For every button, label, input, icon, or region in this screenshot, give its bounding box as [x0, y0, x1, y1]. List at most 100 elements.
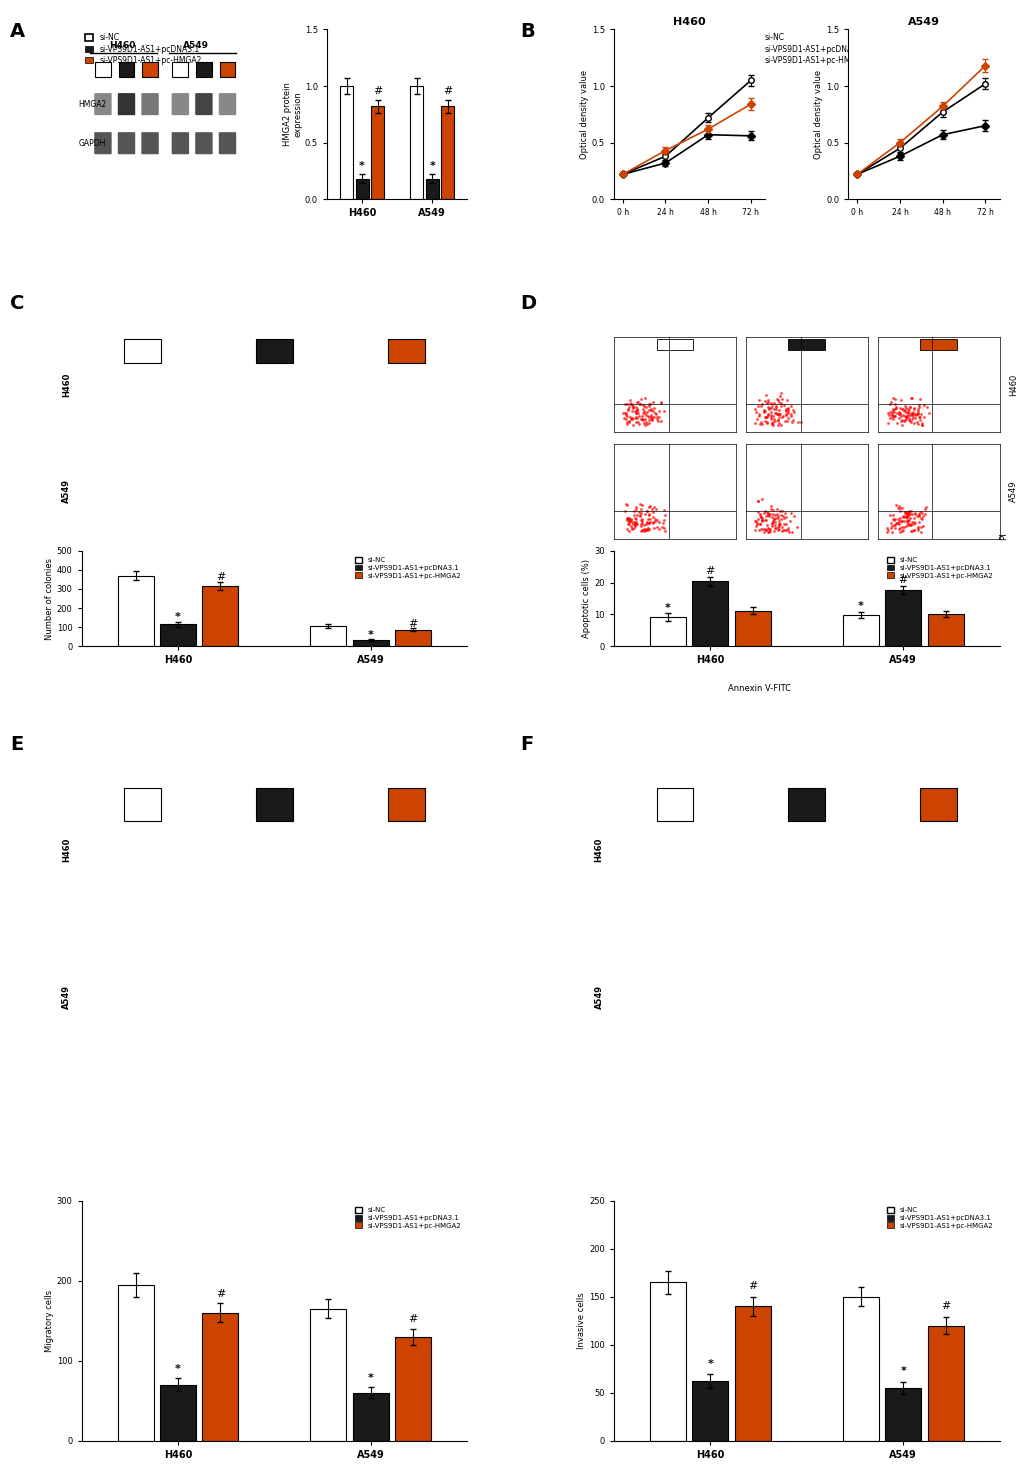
- Point: [637, 501, 653, 525]
- Point: [901, 512, 917, 535]
- Point: [636, 519, 652, 542]
- FancyBboxPatch shape: [117, 132, 136, 154]
- Point: [777, 517, 794, 541]
- Point: [628, 495, 644, 519]
- FancyBboxPatch shape: [656, 338, 693, 350]
- Point: [642, 403, 658, 426]
- Point: [752, 410, 768, 434]
- Point: [894, 497, 910, 520]
- Point: [621, 507, 637, 531]
- Point: [628, 497, 644, 520]
- Point: [881, 503, 898, 526]
- Bar: [160, 625, 196, 647]
- Point: [909, 517, 925, 541]
- Point: [890, 401, 906, 425]
- Point: [637, 513, 653, 537]
- Point: [775, 501, 792, 525]
- Point: [766, 409, 783, 432]
- Bar: [842, 1297, 878, 1441]
- Point: [626, 514, 642, 538]
- Point: [891, 498, 907, 522]
- Point: [749, 394, 765, 417]
- Point: [624, 406, 640, 429]
- Point: [629, 398, 645, 422]
- Point: [766, 401, 783, 425]
- Point: [904, 403, 920, 426]
- Point: [755, 520, 771, 544]
- Point: [897, 395, 913, 419]
- Point: [647, 509, 663, 532]
- Point: [886, 404, 902, 428]
- Point: [648, 514, 664, 538]
- Point: [770, 512, 787, 535]
- FancyBboxPatch shape: [788, 338, 824, 350]
- Point: [615, 406, 632, 429]
- Point: [621, 512, 637, 535]
- Point: [626, 500, 642, 523]
- Point: [759, 388, 775, 412]
- Point: [747, 514, 763, 538]
- Point: [915, 406, 931, 429]
- Title: A549: A549: [907, 18, 940, 28]
- Bar: [884, 1388, 920, 1441]
- Legend: si-NC, si-VPS9D1-AS1+pcDNA3.1, si-VPS9D1-AS1+pc-HMGA2: si-NC, si-VPS9D1-AS1+pcDNA3.1, si-VPS9D1…: [352, 554, 464, 581]
- Point: [628, 395, 644, 419]
- Point: [895, 410, 911, 434]
- Point: [896, 409, 912, 432]
- Bar: [160, 1385, 196, 1441]
- Point: [762, 512, 779, 535]
- Point: [756, 398, 772, 422]
- Point: [639, 500, 655, 523]
- Point: [769, 507, 786, 531]
- Point: [624, 510, 640, 534]
- Point: [625, 512, 641, 535]
- Text: H460: H460: [594, 838, 603, 863]
- FancyBboxPatch shape: [256, 788, 292, 822]
- Point: [910, 503, 926, 526]
- Point: [655, 509, 672, 532]
- Point: [759, 403, 775, 426]
- Point: [644, 391, 660, 415]
- Point: [767, 516, 784, 539]
- Bar: [117, 1285, 154, 1441]
- FancyBboxPatch shape: [788, 788, 824, 822]
- Point: [749, 507, 765, 531]
- FancyBboxPatch shape: [95, 62, 111, 76]
- Point: [763, 394, 780, 417]
- Point: [894, 517, 910, 541]
- Point: [916, 497, 932, 520]
- Bar: [734, 610, 770, 647]
- Point: [655, 400, 672, 423]
- Point: [894, 504, 910, 528]
- Point: [631, 503, 647, 526]
- Text: A549: A549: [182, 41, 209, 50]
- Point: [761, 501, 777, 525]
- Point: [891, 401, 907, 425]
- Point: [645, 404, 661, 428]
- Point: [898, 506, 914, 529]
- Point: [910, 394, 926, 417]
- Point: [892, 395, 908, 419]
- Point: [644, 500, 660, 523]
- Point: [762, 391, 779, 415]
- Point: [895, 510, 911, 534]
- FancyBboxPatch shape: [142, 132, 159, 154]
- Point: [881, 392, 898, 416]
- Text: A549: A549: [62, 479, 71, 503]
- Point: [772, 514, 789, 538]
- Point: [627, 507, 643, 531]
- Point: [903, 519, 919, 542]
- Text: H460: H460: [109, 41, 136, 50]
- Point: [892, 509, 908, 532]
- FancyBboxPatch shape: [196, 62, 212, 76]
- Point: [750, 401, 766, 425]
- Point: [637, 395, 653, 419]
- Point: [905, 506, 921, 529]
- Point: [626, 513, 642, 537]
- FancyBboxPatch shape: [94, 132, 111, 154]
- Point: [780, 517, 796, 541]
- Point: [764, 404, 781, 428]
- Point: [896, 516, 912, 539]
- Y-axis label: HMGA2 protein
expression: HMGA2 protein expression: [282, 82, 302, 146]
- Point: [768, 388, 785, 412]
